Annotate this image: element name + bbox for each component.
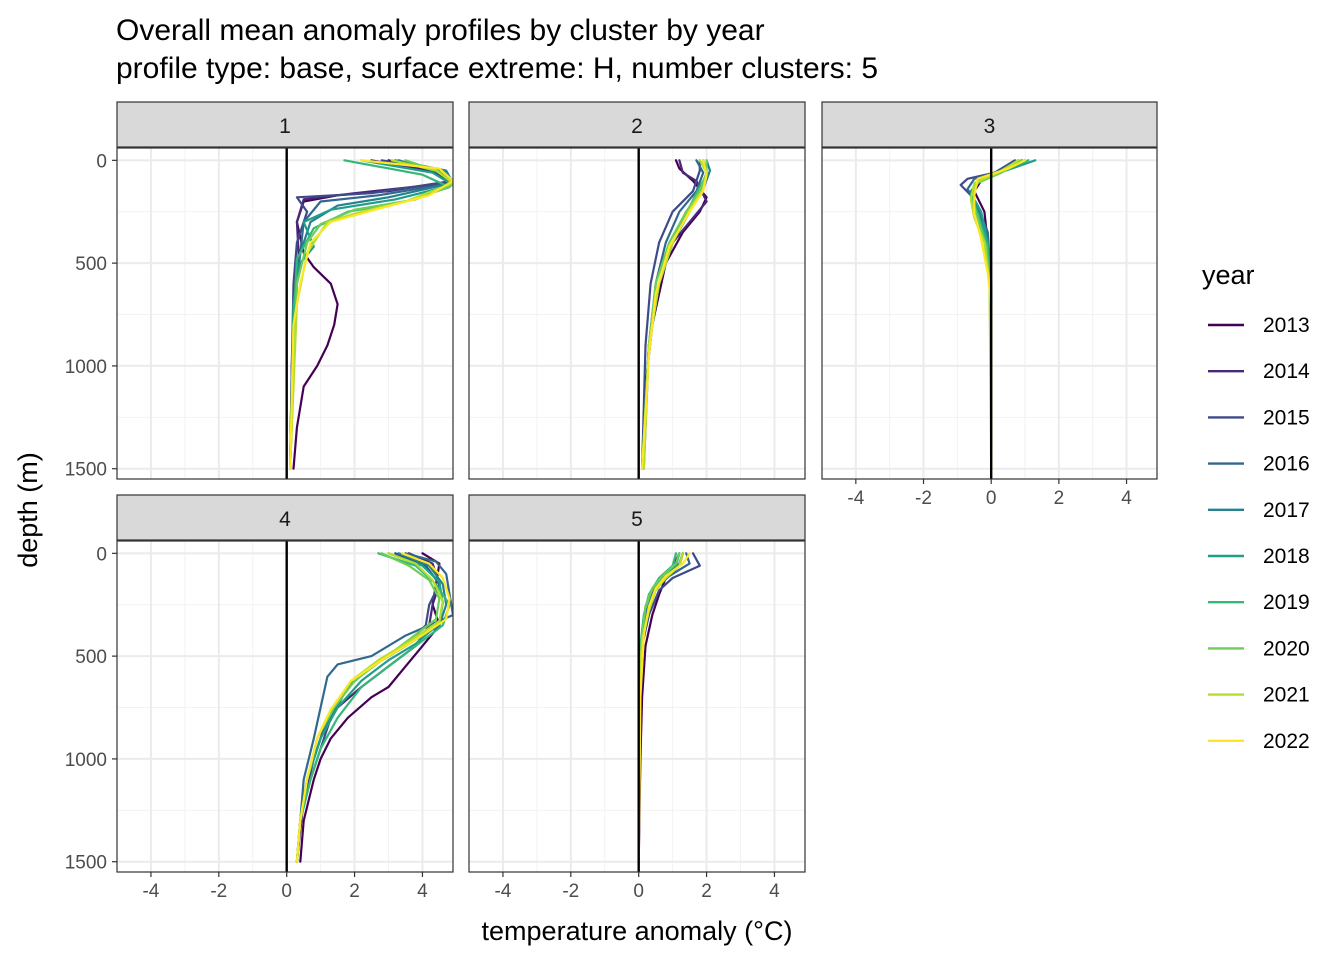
facet-strip-label: 5: [631, 508, 643, 531]
panel-border: [468, 147, 806, 480]
x-tick-label: 4: [1121, 488, 1132, 509]
y-tick-label: 1500: [65, 853, 107, 874]
facet-strip-label: 1: [279, 115, 291, 138]
legend-item-2021: 2021: [1208, 684, 1310, 707]
series-line-2022: [289, 159, 453, 470]
facet-panel-3: 3 -4 -2 0 2 4: [821, 101, 1158, 509]
legend-item-2018: 2018: [1208, 545, 1310, 568]
legend-label: 2019: [1263, 591, 1310, 614]
facet-strip-label: 2: [631, 115, 643, 138]
y-tick-label: 1000: [65, 750, 107, 771]
legend-label: 2021: [1263, 684, 1310, 707]
facet-strip: [116, 494, 454, 541]
x-tick-label: 2: [1054, 488, 1065, 509]
legend-item-2015: 2015: [1208, 406, 1310, 429]
x-tick-label: 2: [349, 881, 360, 902]
y-tick-label: 500: [75, 647, 107, 668]
legend-item-2022: 2022: [1208, 730, 1310, 753]
panels-layer: 1 0 500 1000 1500 2 3 -4 -2 0 2 4 4 0 500 1000 1500 -4 -2 0…: [65, 101, 1158, 902]
facet-strip: [468, 494, 806, 541]
series-line-2022: [641, 159, 708, 470]
panel-background: [469, 541, 805, 872]
x-tick-label: 4: [769, 881, 780, 902]
facet-strip: [821, 101, 1158, 148]
legend-label: 2016: [1263, 453, 1310, 476]
series-group: [295, 552, 453, 863]
x-tick-label: -2: [210, 881, 227, 902]
facet-strip-label: 4: [279, 508, 291, 531]
x-tick-label: 0: [986, 488, 997, 509]
facet-strip: [468, 101, 806, 148]
legend-item-2016: 2016: [1208, 453, 1310, 476]
panel-background: [117, 541, 453, 872]
panel-border: [116, 147, 454, 480]
legend-label: 2013: [1263, 314, 1310, 337]
legend-label: 2015: [1263, 406, 1310, 429]
facet-strip: [116, 101, 454, 148]
series-line-2019: [295, 552, 451, 863]
chart-subtitle: profile type: base, surface extreme: H, …: [116, 52, 878, 85]
panel-border: [116, 540, 454, 873]
x-tick-label: -4: [142, 881, 159, 902]
series-group: [289, 159, 453, 470]
series-line-2015: [641, 159, 701, 470]
y-tick-label: 500: [75, 254, 107, 275]
x-tick-label: -2: [562, 881, 579, 902]
legend-item-2019: 2019: [1208, 591, 1310, 614]
legend-item-2013: 2013: [1208, 314, 1310, 337]
panel-border: [821, 147, 1158, 480]
legend: 2013 2014 2015 2016 2017 2018 2019 2020 2021 2022: [1208, 314, 1310, 753]
series-line-2022: [295, 552, 451, 863]
x-tick-label: 2: [701, 881, 712, 902]
legend-item-2020: 2020: [1208, 637, 1310, 660]
facet-panel-4: 4 0 500 1000 1500 -4 -2 0 2 4: [65, 494, 454, 902]
chart-title: Overall mean anomaly profiles by cluster…: [116, 14, 765, 47]
x-tick-label: 0: [281, 881, 292, 902]
legend-label: 2020: [1263, 637, 1310, 660]
series-line-2016: [295, 552, 453, 863]
legend-label: 2018: [1263, 545, 1310, 568]
panel-background: [469, 148, 805, 479]
legend-label: 2017: [1263, 499, 1310, 522]
y-tick-label: 1500: [65, 460, 107, 481]
y-axis-title: depth (m): [13, 452, 43, 568]
x-tick-label: 4: [417, 881, 428, 902]
facet-strip-label: 3: [984, 115, 996, 138]
y-tick-label: 0: [96, 151, 107, 172]
legend-item-2017: 2017: [1208, 499, 1310, 522]
y-tick-label: 0: [96, 544, 107, 565]
facet-panel-1: 1 0 500 1000 1500: [65, 101, 454, 481]
x-tick-label: 0: [633, 881, 644, 902]
legend-label: 2014: [1263, 360, 1310, 383]
panel-border: [468, 540, 806, 873]
y-tick-label: 1000: [65, 357, 107, 378]
x-tick-label: -4: [847, 488, 864, 509]
legend-item-2014: 2014: [1208, 360, 1310, 383]
series-group: [641, 159, 712, 470]
facet-panel-5: 5 -4 -2 0 2 4: [468, 494, 806, 902]
facet-panel-2: 2: [468, 101, 806, 480]
x-axis-title: temperature anomaly (°C): [482, 916, 793, 946]
legend-label: 2022: [1263, 730, 1310, 753]
x-tick-label: -4: [494, 881, 511, 902]
legend-title: year: [1202, 260, 1255, 290]
x-tick-label: -2: [915, 488, 932, 509]
series-line-2022: [637, 552, 691, 863]
